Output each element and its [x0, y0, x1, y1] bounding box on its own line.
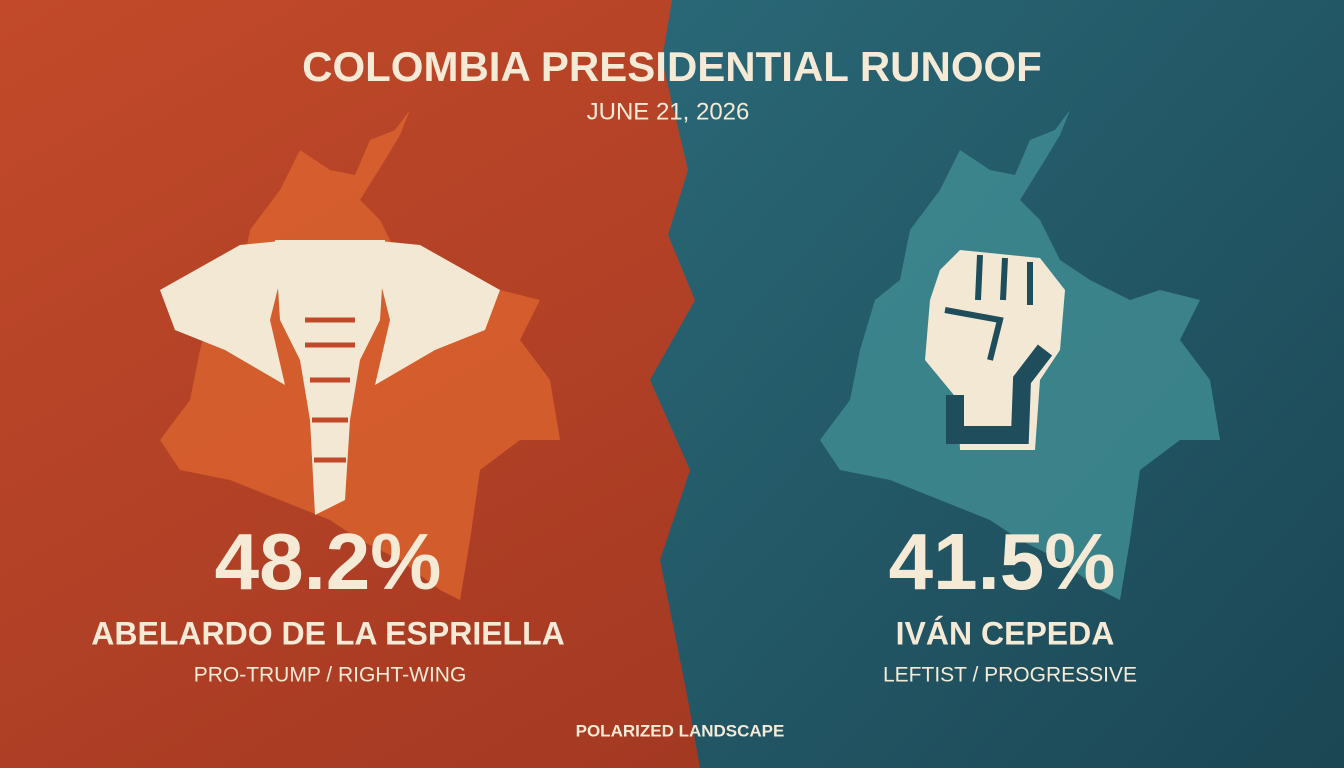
footer: POLARIZED LANDSCAPE	[576, 721, 785, 740]
candidate-name: ABELARDO DE LA ESPRIELLA	[91, 615, 565, 651]
share: 48.2%	[215, 517, 442, 606]
elephant-icon	[160, 240, 500, 515]
fist-icon	[925, 250, 1065, 450]
date: JUNE 21, 2026	[587, 98, 750, 125]
candidate-label: PRO-TRUMP / RIGHT-WING	[194, 664, 467, 687]
candidate-label: LEFTIST / PROGRESSIVE	[883, 664, 1137, 687]
candidate-name: IVÁN CEPEDA	[896, 615, 1115, 651]
share: 41.5%	[889, 517, 1116, 606]
title: COLOMBIA PRESIDENTIAL RUNOOF	[302, 43, 1042, 90]
